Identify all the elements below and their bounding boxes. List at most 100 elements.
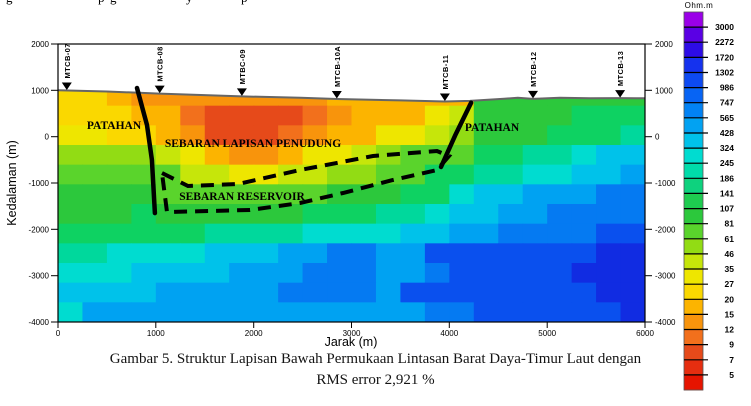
resistivity-cell bbox=[302, 145, 328, 166]
resistivity-cell bbox=[547, 263, 573, 284]
resistivity-cell bbox=[302, 302, 328, 322]
resistivity-cell bbox=[596, 243, 622, 264]
resistivity-cell bbox=[620, 282, 645, 303]
resistivity-cell bbox=[278, 263, 304, 284]
colorbar-segment bbox=[684, 284, 703, 300]
colorbar-tick-label: 186 bbox=[720, 173, 734, 183]
resistivity-cell bbox=[180, 223, 206, 244]
resistivity-cell bbox=[327, 302, 353, 322]
resistivity-cell bbox=[106, 223, 132, 244]
resistivity-cell bbox=[155, 302, 181, 322]
station-label: MTBC-09 bbox=[238, 49, 247, 84]
resistivity-cell bbox=[327, 223, 353, 244]
resistivity-cell bbox=[229, 105, 255, 126]
resistivity-cell bbox=[473, 105, 499, 126]
resistivity-cell bbox=[571, 164, 597, 185]
colorbar-tick-label: 1302 bbox=[715, 68, 734, 78]
colorbar-tick-label: 2272 bbox=[715, 37, 734, 47]
y-tick-label: -3000 bbox=[29, 272, 50, 281]
resistivity-cell bbox=[180, 164, 206, 185]
resistivity-grid bbox=[58, 86, 645, 322]
resistivity-cell bbox=[229, 263, 255, 284]
resistivity-cell bbox=[375, 204, 402, 225]
resistivity-cell bbox=[596, 263, 622, 284]
resistivity-cell bbox=[180, 204, 206, 225]
resistivity-cell bbox=[498, 263, 524, 284]
resistivity-cell bbox=[82, 204, 108, 225]
colorbar-segment bbox=[684, 178, 703, 194]
colorbar-tick-label: 1720 bbox=[715, 52, 734, 62]
resistivity-cell bbox=[351, 204, 377, 225]
resistivity-cell bbox=[473, 164, 499, 185]
colorbar-tick-label: 27 bbox=[725, 279, 735, 289]
resistivity-cell bbox=[58, 302, 84, 322]
resistivity-cell bbox=[473, 125, 499, 146]
resistivity-cell bbox=[58, 164, 84, 185]
resistivity-cell bbox=[424, 125, 450, 146]
resistivity-cell bbox=[424, 282, 450, 303]
resistivity-cell bbox=[375, 263, 402, 284]
resistivity-cell bbox=[180, 263, 206, 284]
resistivity-cell bbox=[547, 204, 573, 225]
resistivity-cell bbox=[522, 184, 548, 205]
resistivity-cell bbox=[204, 282, 230, 303]
resistivity-cell bbox=[547, 282, 573, 303]
resistivity-cell bbox=[400, 204, 426, 225]
colorbar-segment bbox=[684, 102, 703, 119]
resistivity-cell bbox=[351, 184, 377, 205]
resistivity-cell bbox=[596, 204, 622, 225]
resistivity-cell bbox=[498, 145, 524, 166]
y-tick-label: 1000 bbox=[655, 86, 673, 95]
resistivity-cell bbox=[375, 223, 402, 244]
label-patahan-right: PATAHAN bbox=[465, 122, 520, 134]
resistivity-cell bbox=[571, 145, 597, 166]
resistivity-cell bbox=[253, 125, 279, 146]
resistivity-cell bbox=[620, 164, 645, 185]
colorbar-segment bbox=[684, 72, 703, 88]
resistivity-cell bbox=[596, 302, 622, 322]
resistivity-cell bbox=[351, 263, 377, 284]
resistivity-cell bbox=[620, 204, 645, 225]
resistivity-cell bbox=[155, 204, 181, 225]
resistivity-cell bbox=[82, 125, 108, 146]
resistivity-cell bbox=[302, 105, 328, 126]
resistivity-cell bbox=[278, 105, 304, 126]
resistivity-cell bbox=[473, 263, 499, 284]
resistivity-cell bbox=[473, 282, 499, 303]
resistivity-cell bbox=[620, 105, 645, 126]
resistivity-cell bbox=[278, 164, 304, 185]
resistivity-cell bbox=[547, 302, 573, 322]
resistivity-cell bbox=[547, 243, 573, 264]
resistivity-cell bbox=[375, 243, 402, 264]
colorbar-tick-label: 3000 bbox=[715, 22, 734, 32]
resistivity-cell bbox=[180, 184, 206, 205]
fault-line bbox=[134, 85, 158, 216]
resistivity-cell bbox=[400, 282, 426, 303]
resistivity-cell bbox=[522, 282, 548, 303]
station-triangle-marker bbox=[61, 82, 72, 90]
resistivity-cell bbox=[571, 184, 597, 205]
resistivity-cell bbox=[278, 145, 304, 166]
caption-line-1: Gambar 5. Struktur Lapisan Bawah Permuka… bbox=[109, 351, 642, 367]
colorbar-segment bbox=[684, 314, 703, 330]
resistivity-cell bbox=[204, 223, 230, 244]
resistivity-cell bbox=[106, 263, 132, 284]
resistivity-cell bbox=[58, 243, 84, 264]
resistivity-cell bbox=[180, 105, 206, 126]
caption-line-2: RMS error 2,921 % bbox=[316, 371, 435, 388]
resistivity-cell bbox=[351, 243, 377, 264]
resistivity-cell bbox=[155, 125, 181, 146]
resistivity-cell bbox=[131, 184, 157, 205]
resistivity-cell bbox=[620, 263, 645, 284]
resistivity-cell bbox=[449, 145, 475, 166]
resistivity-cell bbox=[155, 223, 181, 244]
resistivity-cell bbox=[424, 184, 450, 205]
resistivity-cell bbox=[253, 105, 279, 126]
resistivity-cell bbox=[204, 125, 230, 146]
colorbar-segment bbox=[684, 329, 703, 346]
station-triangle-marker bbox=[528, 90, 538, 99]
resistivity-cell bbox=[229, 243, 255, 264]
resistivity-cell bbox=[424, 223, 450, 244]
resistivity-cell bbox=[449, 223, 475, 244]
